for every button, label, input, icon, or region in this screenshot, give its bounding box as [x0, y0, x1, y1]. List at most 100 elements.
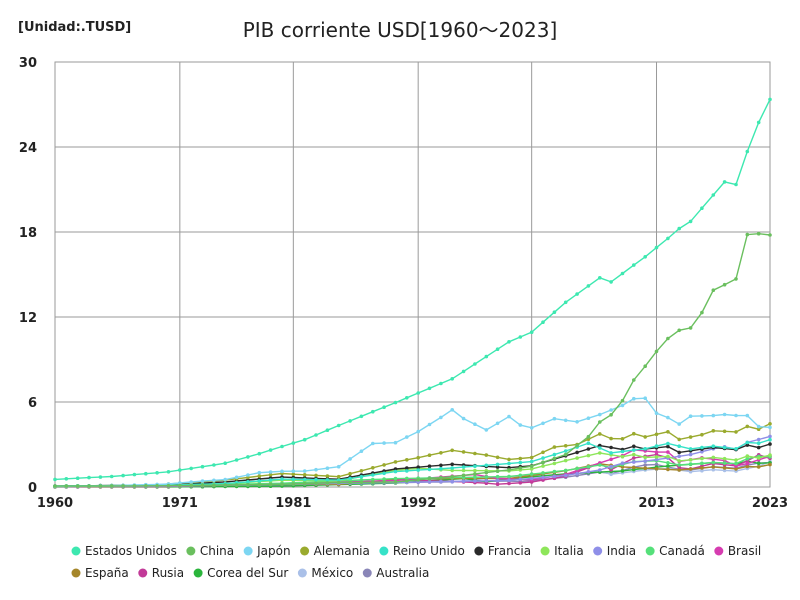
data-point	[212, 478, 216, 483]
legend-item: Alemania	[300, 544, 370, 558]
data-point	[439, 463, 443, 468]
data-point	[722, 468, 727, 473]
data-point	[144, 484, 148, 488]
data-point	[654, 411, 659, 416]
data-point	[178, 483, 182, 488]
data-point	[53, 477, 57, 482]
data-point	[563, 452, 568, 457]
data-point	[541, 320, 545, 325]
data-point	[518, 456, 523, 461]
data-point	[166, 483, 171, 488]
data-point	[144, 471, 148, 476]
data-point	[586, 465, 591, 469]
data-point	[609, 472, 613, 477]
data-point	[632, 444, 636, 449]
data-point	[314, 477, 318, 482]
data-point	[200, 479, 205, 483]
data-point	[393, 480, 398, 484]
data-point	[371, 480, 375, 485]
data-point	[166, 470, 171, 474]
data-point	[109, 474, 114, 479]
data-point	[575, 456, 579, 460]
data-point	[212, 483, 216, 488]
data-point	[575, 466, 579, 471]
y-tick-label: 6	[28, 396, 37, 411]
data-point	[64, 484, 69, 488]
data-point	[700, 461, 704, 466]
data-point	[643, 466, 647, 471]
data-point	[121, 473, 125, 478]
data-point	[700, 466, 704, 470]
data-point	[257, 451, 262, 456]
data-point	[734, 277, 738, 281]
data-point	[632, 452, 636, 457]
data-point	[677, 437, 681, 442]
data-point	[495, 421, 500, 426]
data-point	[643, 447, 647, 451]
legend: Estados Unidos China Japón Alemania Reino Un…	[71, 544, 761, 580]
data-point	[416, 429, 421, 434]
data-point	[75, 476, 80, 481]
data-point	[768, 434, 772, 439]
data-point	[246, 475, 250, 480]
data-point	[598, 420, 602, 424]
data-point	[620, 403, 625, 408]
data-point	[745, 461, 750, 466]
legend-label: Canadá	[659, 544, 705, 558]
data-point	[382, 463, 386, 467]
data-point	[654, 462, 659, 467]
legend-item: Australia	[362, 566, 429, 580]
data-point	[246, 455, 250, 459]
legend-marker	[243, 546, 253, 556]
data-point	[291, 469, 296, 474]
data-point	[666, 461, 670, 465]
y-tick-label: 0	[28, 481, 37, 496]
data-point	[541, 456, 545, 460]
data-point	[575, 443, 579, 448]
data-point	[688, 452, 693, 457]
data-point	[75, 484, 80, 488]
data-point	[529, 476, 534, 481]
y-tick-label: 12	[19, 311, 37, 326]
data-point	[427, 453, 432, 458]
data-point	[745, 454, 750, 458]
data-point	[654, 457, 659, 462]
data-point	[473, 468, 477, 473]
data-point	[768, 462, 772, 467]
y-tick-label: 30	[19, 56, 37, 71]
data-point	[541, 421, 545, 426]
chart-title: PIB corriente USD[1960～2023]	[242, 18, 558, 42]
data-point	[756, 231, 761, 236]
x-tick-label: 1981	[275, 496, 311, 511]
data-point	[632, 378, 636, 382]
data-point	[734, 458, 738, 462]
series-line	[54, 397, 771, 488]
data-point	[552, 310, 557, 315]
data-point	[586, 470, 591, 474]
data-point	[620, 454, 625, 459]
data-point	[53, 484, 57, 488]
data-point	[541, 471, 545, 475]
data-point	[359, 474, 364, 479]
legend-marker	[474, 546, 484, 556]
data-point	[609, 280, 613, 284]
data-point	[677, 444, 681, 449]
data-point	[495, 478, 500, 483]
data-point	[132, 484, 137, 488]
legend-marker	[300, 546, 310, 556]
data-point	[189, 480, 193, 484]
data-point	[700, 206, 704, 210]
data-point	[314, 473, 318, 478]
data-point	[336, 464, 341, 469]
data-point	[371, 466, 375, 470]
data-point	[586, 284, 591, 288]
data-point	[450, 408, 455, 412]
data-point	[495, 462, 500, 467]
data-point	[518, 477, 523, 482]
data-point	[643, 254, 647, 259]
series-china	[53, 231, 772, 488]
data-point	[371, 441, 375, 446]
data-point	[495, 465, 500, 469]
data-point	[552, 416, 557, 421]
legend-item: Rusia	[138, 566, 184, 580]
